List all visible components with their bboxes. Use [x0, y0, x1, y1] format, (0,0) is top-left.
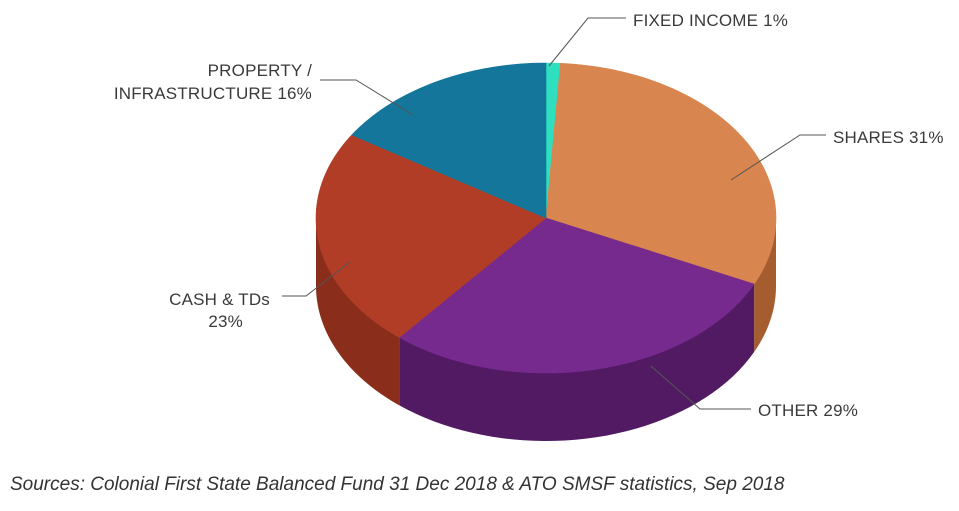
label-property-line2: INFRASTRUCTURE 16%	[114, 84, 312, 103]
pie-slice-other	[398, 217, 755, 374]
pie-top-slices	[315, 62, 777, 374]
pie-slice-shares	[545, 62, 777, 285]
pie-slice-cash-tds	[315, 134, 547, 338]
label-cash-line2: 23%	[208, 312, 243, 331]
pie-side-shares	[754, 218, 776, 352]
leader-cash	[282, 261, 351, 297]
source-note: Sources: Colonial First State Balanced F…	[10, 474, 785, 495]
leader-shares	[730, 134, 826, 181]
leader-fixed-income	[548, 17, 626, 67]
pie-depth-sides	[316, 218, 776, 441]
leader-other	[650, 365, 751, 410]
pie-side-cash-tds	[316, 218, 400, 406]
pie-slice-property-infrastructure	[351, 62, 547, 219]
label-other: OTHER 29%	[758, 401, 858, 420]
pie-chart: FIXED INCOME 1% SHARES 31% OTHER 29% CAS…	[114, 11, 944, 441]
label-property-line1: PROPERTY /	[208, 61, 312, 80]
label-shares: SHARES 31%	[833, 128, 944, 147]
label-fixed-income: FIXED INCOME 1%	[633, 11, 788, 30]
label-cash-line1: CASH & TDs	[169, 290, 270, 309]
leader-property	[320, 79, 414, 116]
leader-lines	[282, 17, 826, 410]
pie-side-other	[399, 284, 755, 441]
